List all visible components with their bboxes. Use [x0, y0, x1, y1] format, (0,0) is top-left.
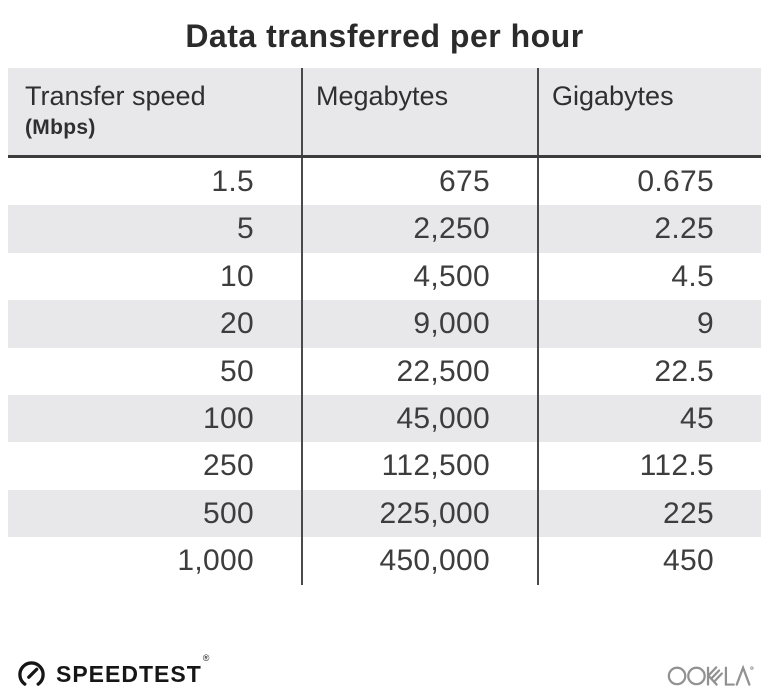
cell-speed: 20	[8, 300, 303, 348]
cell-speed: 5	[8, 205, 303, 253]
cell-megabytes: 112,500	[303, 442, 539, 490]
table-row: 5 2,250 2.25	[8, 205, 761, 253]
cell-megabytes: 22,500	[303, 347, 539, 395]
header-mbps-unit: (Mbps)	[25, 116, 96, 139]
cell-gigabytes: 9	[697, 307, 714, 341]
cell-gigabytes: 2.25	[654, 212, 714, 246]
header-megabytes: Megabytes	[303, 68, 539, 155]
header-gigabytes: Gigabytes	[552, 81, 674, 111]
table-row: 250 112,500 112.5	[8, 442, 761, 490]
cell-megabytes: 2,250	[303, 205, 539, 253]
cell-gigabytes: 112.5	[639, 449, 714, 483]
header-transfer-speed: Transfer speed (Mbps)	[8, 68, 303, 155]
speedtest-text: SPEEDTEST	[56, 661, 202, 687]
cell-speed: 1.5	[8, 158, 303, 206]
cell-megabytes: 4,500	[303, 252, 539, 301]
data-table: Transfer speed (Mbps) Megabytes Gigabyte…	[8, 68, 761, 585]
table-row: 500 225,000 225	[8, 489, 761, 538]
ookla-wordmark-icon	[667, 658, 755, 688]
table-row: 20 9,000 9	[8, 300, 761, 348]
cell-speed: 1,000	[8, 537, 303, 585]
cell-gigabytes: 45	[680, 401, 714, 435]
table-row: 1.5 675 0.675	[8, 158, 761, 206]
cell-speed: 250	[8, 442, 303, 490]
cell-megabytes: 450,000	[303, 537, 539, 585]
cell-gigabytes: 450	[663, 544, 714, 578]
cell-speed: 50	[8, 347, 303, 395]
cell-gigabytes: 22.5	[654, 354, 714, 388]
header-transfer-speed-label: Transfer speed	[25, 81, 206, 111]
ookla-logo	[667, 658, 755, 688]
table-row: 50 22,500 22.5	[8, 347, 761, 395]
registered-mark: ®	[202, 653, 211, 663]
gauge-icon	[16, 659, 47, 690]
cell-gigabytes: 0.675	[637, 165, 714, 198]
table-row: 1,000 450,000 450	[8, 537, 761, 585]
table-header-row: Transfer speed (Mbps) Megabytes Gigabyte…	[8, 68, 761, 158]
table-row: 10 4,500 4.5	[8, 252, 761, 301]
page-title: Data transferred per hour	[185, 18, 584, 54]
cell-speed: 10	[8, 252, 303, 301]
cell-megabytes: 45,000	[303, 394, 539, 443]
speedtest-wordmark: SPEEDTEST®	[56, 653, 209, 688]
cell-speed: 500	[8, 489, 303, 538]
cell-megabytes: 9,000	[303, 300, 539, 348]
cell-gigabytes: 225	[663, 496, 714, 530]
table-row: 100 45,000 45	[8, 394, 761, 443]
cell-gigabytes: 4.5	[671, 259, 714, 293]
cell-speed: 100	[8, 394, 303, 443]
speedtest-logo: SPEEDTEST®	[16, 653, 209, 690]
table-body: 1.5 675 0.675 5 2,250 2.25 10 4,500 4.5 …	[8, 158, 761, 585]
cell-megabytes: 675	[303, 158, 539, 206]
cell-megabytes: 225,000	[303, 489, 539, 538]
